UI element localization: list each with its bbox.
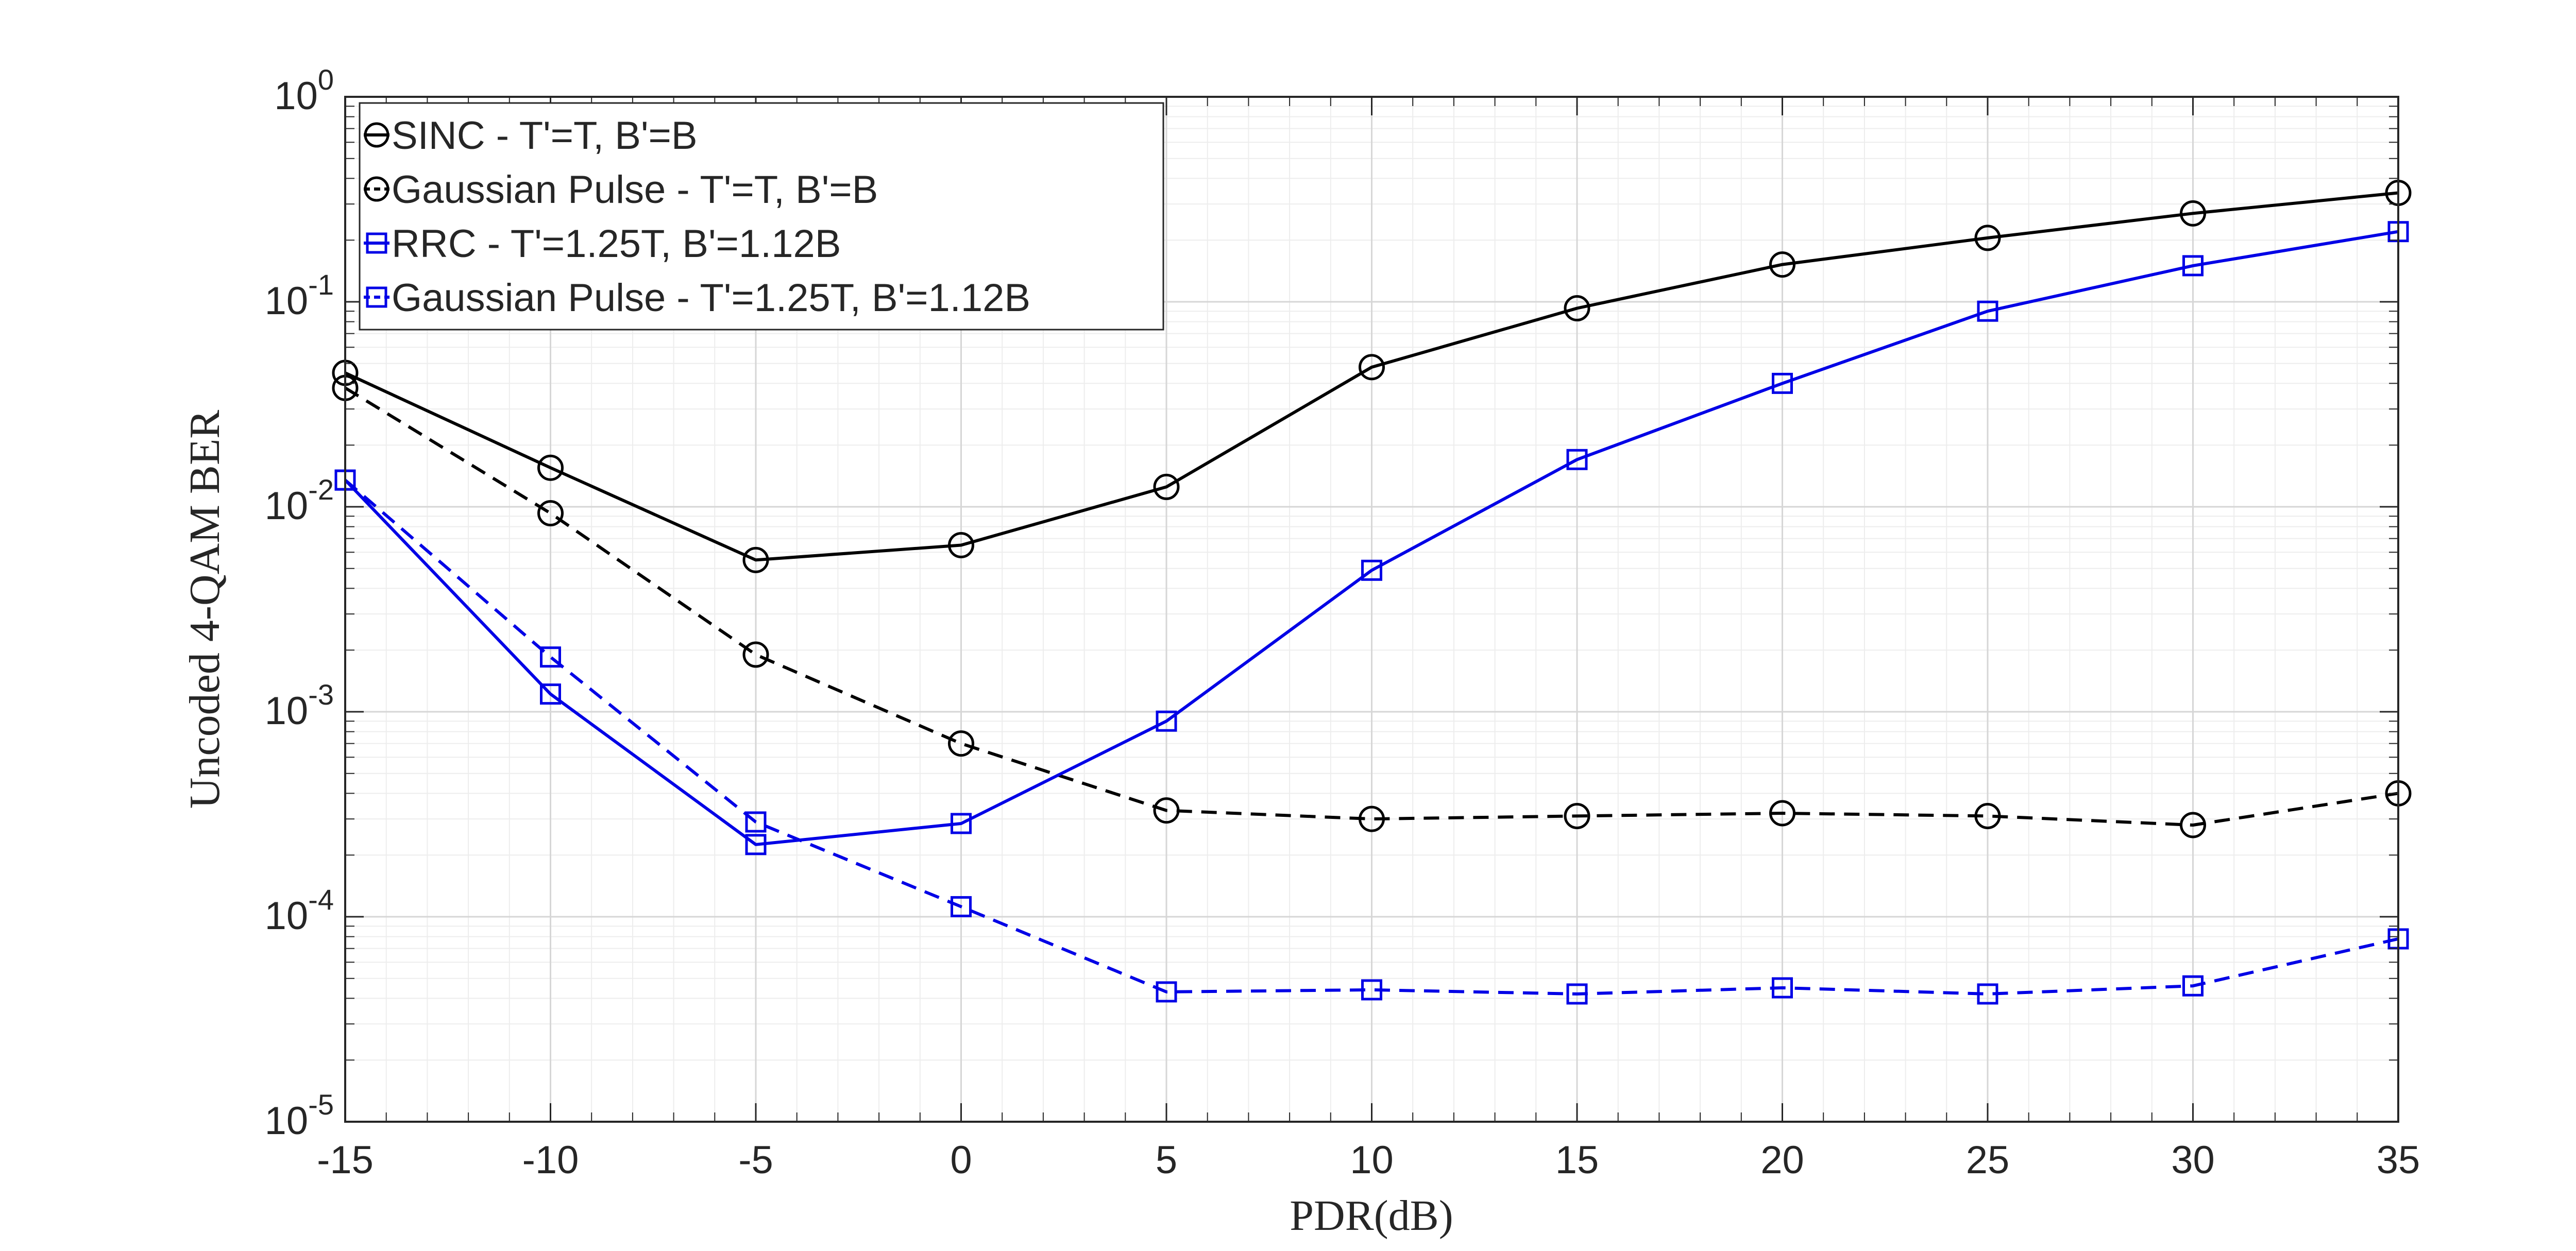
y-tick-base: 10 [265, 279, 309, 323]
data-point-1-8 [1974, 802, 2001, 829]
data-point-1-2 [742, 641, 769, 668]
y-tick-exponent: -2 [308, 473, 334, 506]
data-point-3-7 [1772, 977, 1793, 999]
data-point-3-3 [951, 896, 972, 917]
x-tick-label: 35 [2377, 1138, 2420, 1182]
series-line-3 [344, 478, 2399, 996]
legend: SINC - T'=T, B'=B Gaussian Pulse - T'=T, … [359, 102, 1164, 331]
y-tick-exponent: -1 [308, 268, 334, 301]
series-layer [332, 179, 2412, 1005]
y-axis-label: Uncoded 4-QAM BER [181, 410, 229, 809]
data-point-1-6 [1564, 802, 1590, 829]
legend-entry-3: Gaussian Pulse - T'=1.25T, B'=1.12B [364, 276, 1030, 320]
data-point-2-4 [1156, 710, 1177, 732]
data-point-2-3 [951, 813, 972, 834]
x-axis-label: PDR(dB) [1290, 1192, 1453, 1240]
legend-label-3: Gaussian Pulse - T'=1.25T, B'=1.12B [392, 276, 1030, 320]
data-point-3-6 [1566, 983, 1588, 1005]
y-tick-exponent: 0 [318, 63, 334, 96]
y-tick-base: 10 [274, 74, 318, 118]
y-tick-base: 10 [265, 1099, 309, 1143]
legend-box [359, 102, 1164, 331]
data-point-2-2 [745, 834, 767, 855]
y-tick-label: 10-5 [265, 1088, 334, 1143]
data-point-1-9 [2180, 812, 2206, 838]
x-tick-label: 25 [1966, 1138, 2010, 1182]
data-point-2-7 [1772, 372, 1793, 394]
x-tick-label: 5 [1156, 1138, 1177, 1182]
data-point-3-5 [1361, 979, 1382, 1001]
data-point-2-5 [1361, 559, 1382, 581]
data-point-2-8 [1977, 300, 1998, 322]
data-point-3-1 [540, 646, 561, 668]
legend-marker-3 [366, 286, 387, 308]
data-point-1-1 [537, 500, 564, 527]
data-point-3-9 [2182, 975, 2204, 997]
y-tick-exponent: -4 [308, 883, 334, 916]
tick-layer: -15 -10 -5 0 5 10 15 20 25 30 3510010-110-210-310-… [265, 63, 2420, 1182]
x-tick-label: -10 [522, 1138, 579, 1182]
data-point-1-4 [1153, 797, 1180, 824]
x-tick-label: 15 [1555, 1138, 1599, 1182]
y-tick-label: 10-4 [265, 883, 334, 938]
y-tick-label: 10-1 [265, 268, 334, 323]
legend-marker-0 [364, 122, 389, 148]
y-tick-label: 10-2 [265, 473, 334, 528]
x-tick-label: -15 [317, 1138, 374, 1182]
series-line-1 [344, 386, 2399, 827]
legend-label-2: RRC - T'=1.25T, B'=1.12B [392, 222, 841, 266]
x-tick-label: 10 [1350, 1138, 1394, 1182]
y-tick-base: 10 [265, 484, 309, 528]
data-point-0-1 [537, 454, 564, 481]
y-tick-base: 10 [265, 689, 309, 733]
data-point-2-9 [2182, 255, 2204, 277]
x-tick-label: -5 [738, 1138, 773, 1182]
data-point-3-4 [1156, 981, 1177, 1003]
data-point-2-6 [1566, 449, 1588, 470]
y-tick-label: 100 [274, 63, 334, 118]
data-point-0-6 [1564, 295, 1590, 322]
y-tick-exponent: -5 [308, 1088, 334, 1121]
data-point-0-8 [1974, 225, 2001, 251]
x-tick-label: 30 [2171, 1138, 2215, 1182]
data-point-2-1 [540, 683, 561, 705]
y-tick-exponent: -3 [308, 678, 334, 711]
series-line-2 [344, 230, 2399, 846]
legend-label-0: SINC - T'=T, B'=B [392, 114, 698, 158]
data-point-1-3 [948, 730, 974, 757]
data-point-0-4 [1153, 473, 1180, 500]
data-point-0-9 [2180, 200, 2206, 227]
legend-marker-1 [364, 176, 389, 202]
data-point-0-7 [1769, 251, 1795, 278]
data-point-3-2 [745, 811, 767, 833]
series-0 [332, 179, 2412, 573]
legend-marker-2 [366, 232, 387, 254]
data-point-0-5 [1359, 354, 1385, 381]
data-point-0-2 [742, 546, 769, 573]
legend-entry-2: RRC - T'=1.25T, B'=1.12B [364, 222, 841, 266]
legend-label-1: Gaussian Pulse - T'=T, B'=B [392, 168, 878, 212]
data-point-0-3 [948, 532, 974, 558]
x-tick-label: 0 [950, 1138, 972, 1182]
series-2 [334, 221, 2409, 855]
x-tick-label: 20 [1760, 1138, 1804, 1182]
legend-entry-1: Gaussian Pulse - T'=T, B'=B [364, 168, 878, 212]
data-point-3-8 [1977, 983, 1998, 1005]
y-tick-label: 10-3 [265, 678, 334, 733]
data-point-1-7 [1769, 800, 1795, 827]
data-point-1-5 [1359, 806, 1385, 832]
y-tick-base: 10 [265, 894, 309, 938]
legend-entry-0: SINC - T'=T, B'=B [364, 114, 698, 158]
series-line-0 [344, 191, 2399, 562]
